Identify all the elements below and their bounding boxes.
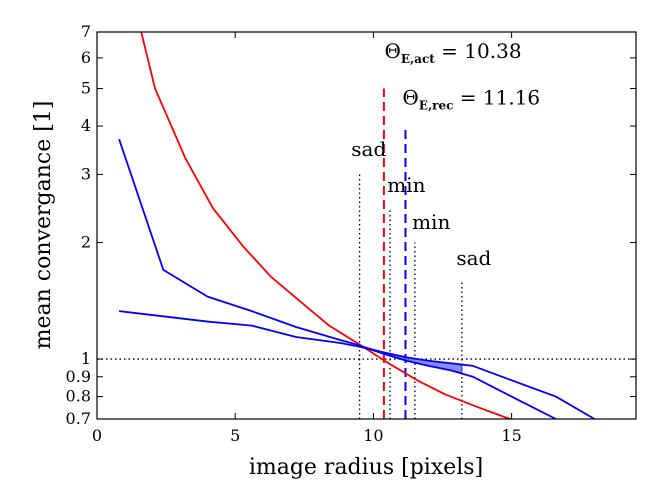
x-tick-label: 5	[230, 426, 240, 445]
annotation-2: sad	[351, 137, 386, 161]
series-layer	[118, 32, 595, 419]
y-tick-label: 7	[81, 22, 91, 41]
plot-frame	[96, 31, 637, 420]
y-tick-label: 2	[81, 233, 91, 252]
x-axis-label: image radius [pixels]	[249, 455, 483, 480]
y-tick-label: 1	[81, 349, 91, 368]
ticks: 0 5 10 15 0.7 0.80.91 2 3 4 5 6 7	[66, 22, 636, 445]
annotation-4: min	[412, 210, 450, 234]
annotation-0: ΘE,act = 10.38	[384, 39, 521, 66]
y-tick-label: 5	[81, 79, 91, 98]
annotation-5: sad	[456, 246, 491, 270]
annotation-1: ΘE,rec = 11.16	[402, 85, 540, 112]
x-tick-label: 15	[501, 426, 521, 445]
series-line-2	[119, 310, 595, 419]
y-tick-label: 4	[81, 116, 91, 135]
x-tick-label: 0	[92, 426, 102, 445]
y-tick-label: 3	[81, 164, 91, 183]
series-line-1	[118, 138, 557, 419]
series-line-0	[140, 32, 513, 419]
y-axis-label: mean convergance [1]	[31, 101, 56, 350]
annotation-3: min	[387, 173, 425, 197]
y-tick-label: 0.9	[66, 367, 91, 386]
y-tick-label: 0.8	[66, 387, 91, 406]
y-tick-label: 6	[81, 48, 91, 67]
reference-lines	[97, 88, 636, 419]
x-tick-label: 10	[363, 426, 383, 445]
y-tick-label: 0.7	[66, 409, 91, 428]
